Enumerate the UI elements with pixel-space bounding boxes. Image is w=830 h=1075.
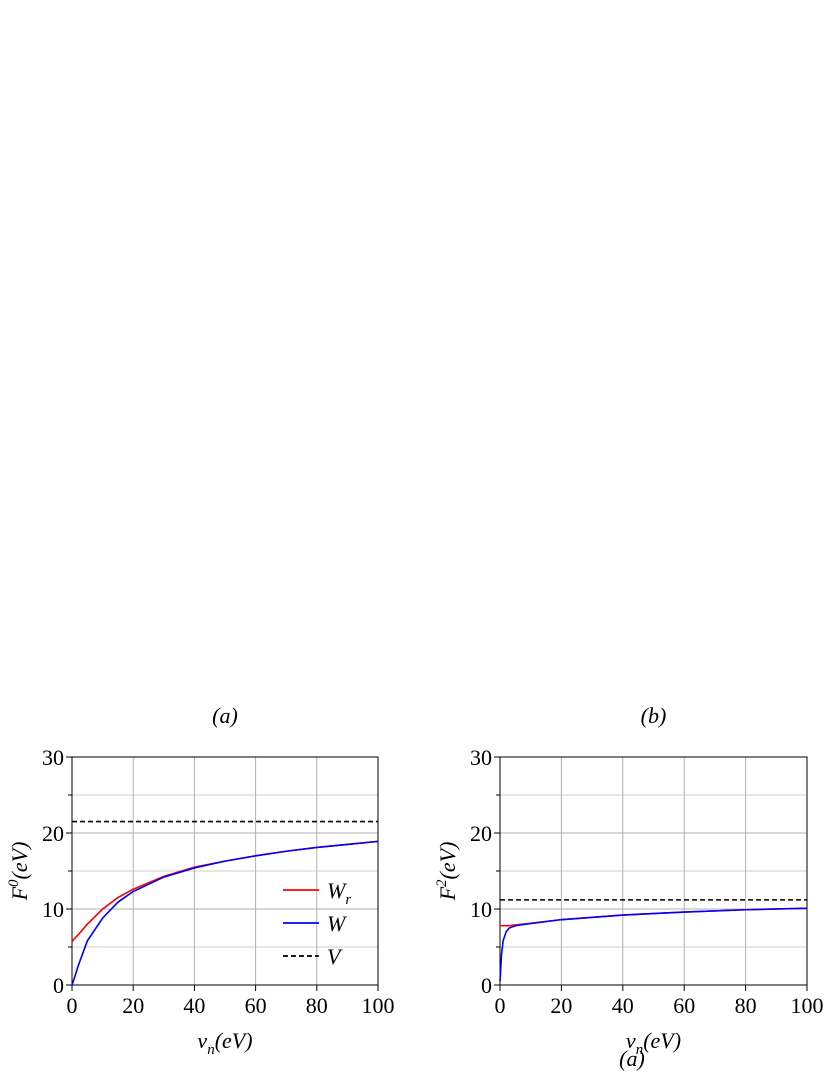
caption: (a) xyxy=(619,1046,645,1071)
plot-frame xyxy=(499,756,808,986)
x-tick-label: 20 xyxy=(122,993,144,1018)
legend-label: Wr​ xyxy=(327,878,351,908)
x-axis-label: νn​(eV) xyxy=(626,1028,681,1058)
x-axis-label: νn​(eV) xyxy=(197,1028,252,1058)
x-tick-label: 40 xyxy=(183,993,205,1018)
series-line xyxy=(500,907,808,927)
y-axis-label: F0​(eV) xyxy=(6,842,32,902)
x-tick-label: 0 xyxy=(67,993,78,1018)
x-tick-label: 80 xyxy=(735,993,757,1018)
y-axis-label: F2​(eV) xyxy=(434,842,460,902)
chart-title: (b) xyxy=(641,703,667,728)
x-tick-label: 80 xyxy=(306,993,328,1018)
y-tick-label: 20 xyxy=(42,821,64,846)
chart-title: (a) xyxy=(212,703,238,728)
x-tick-label: 60 xyxy=(245,993,267,1018)
x-tick-label: 20 xyxy=(550,993,572,1018)
series-line xyxy=(499,907,808,982)
y-tick-label: 0 xyxy=(481,973,492,998)
x-tick-label: 100 xyxy=(362,993,395,1018)
x-tick-label: 100 xyxy=(791,993,824,1018)
y-tick-label: 10 xyxy=(470,897,492,922)
y-tick-label: 30 xyxy=(470,745,492,770)
x-tick-label: 40 xyxy=(612,993,634,1018)
x-tick-label: 60 xyxy=(673,993,695,1018)
legend-label: V xyxy=(327,944,343,969)
y-tick-label: 20 xyxy=(470,821,492,846)
legend-label: W xyxy=(327,911,347,936)
series-line xyxy=(71,840,379,986)
x-tick-label: 0 xyxy=(495,993,506,1018)
y-tick-label: 30 xyxy=(42,745,64,770)
y-tick-label: 0 xyxy=(53,973,64,998)
y-tick-label: 10 xyxy=(42,897,64,922)
plot-frame xyxy=(71,756,379,986)
